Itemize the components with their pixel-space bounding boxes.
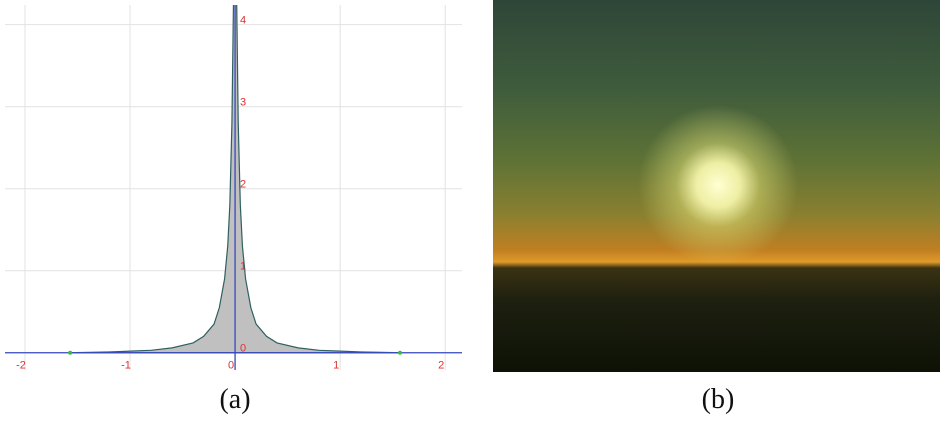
y-tick-label: 0 bbox=[240, 343, 246, 355]
y-tick-label: 2 bbox=[240, 179, 246, 191]
caption: (a) bbox=[219, 384, 250, 416]
y-tick-label: 3 bbox=[240, 97, 246, 109]
y-tick-label: 1 bbox=[240, 261, 246, 273]
x-tick-label: 1 bbox=[333, 360, 339, 372]
x-tick-label: -2 bbox=[16, 360, 26, 372]
x-tick-label: 2 bbox=[438, 360, 444, 372]
chart: -2 -1 0 1 2 0 1 2 3 4 bbox=[0, 0, 470, 380]
caption: (b) bbox=[702, 384, 735, 416]
figure: -2 -1 0 1 2 0 1 2 3 4 (a) (b) bbox=[0, 0, 940, 421]
y-tick-label: 4 bbox=[240, 15, 246, 27]
end-marker bbox=[398, 351, 402, 355]
end-marker bbox=[68, 351, 72, 355]
x-tick-label: -1 bbox=[121, 360, 131, 372]
x-tick-label: 0 bbox=[228, 360, 234, 372]
sky-render bbox=[493, 0, 940, 372]
